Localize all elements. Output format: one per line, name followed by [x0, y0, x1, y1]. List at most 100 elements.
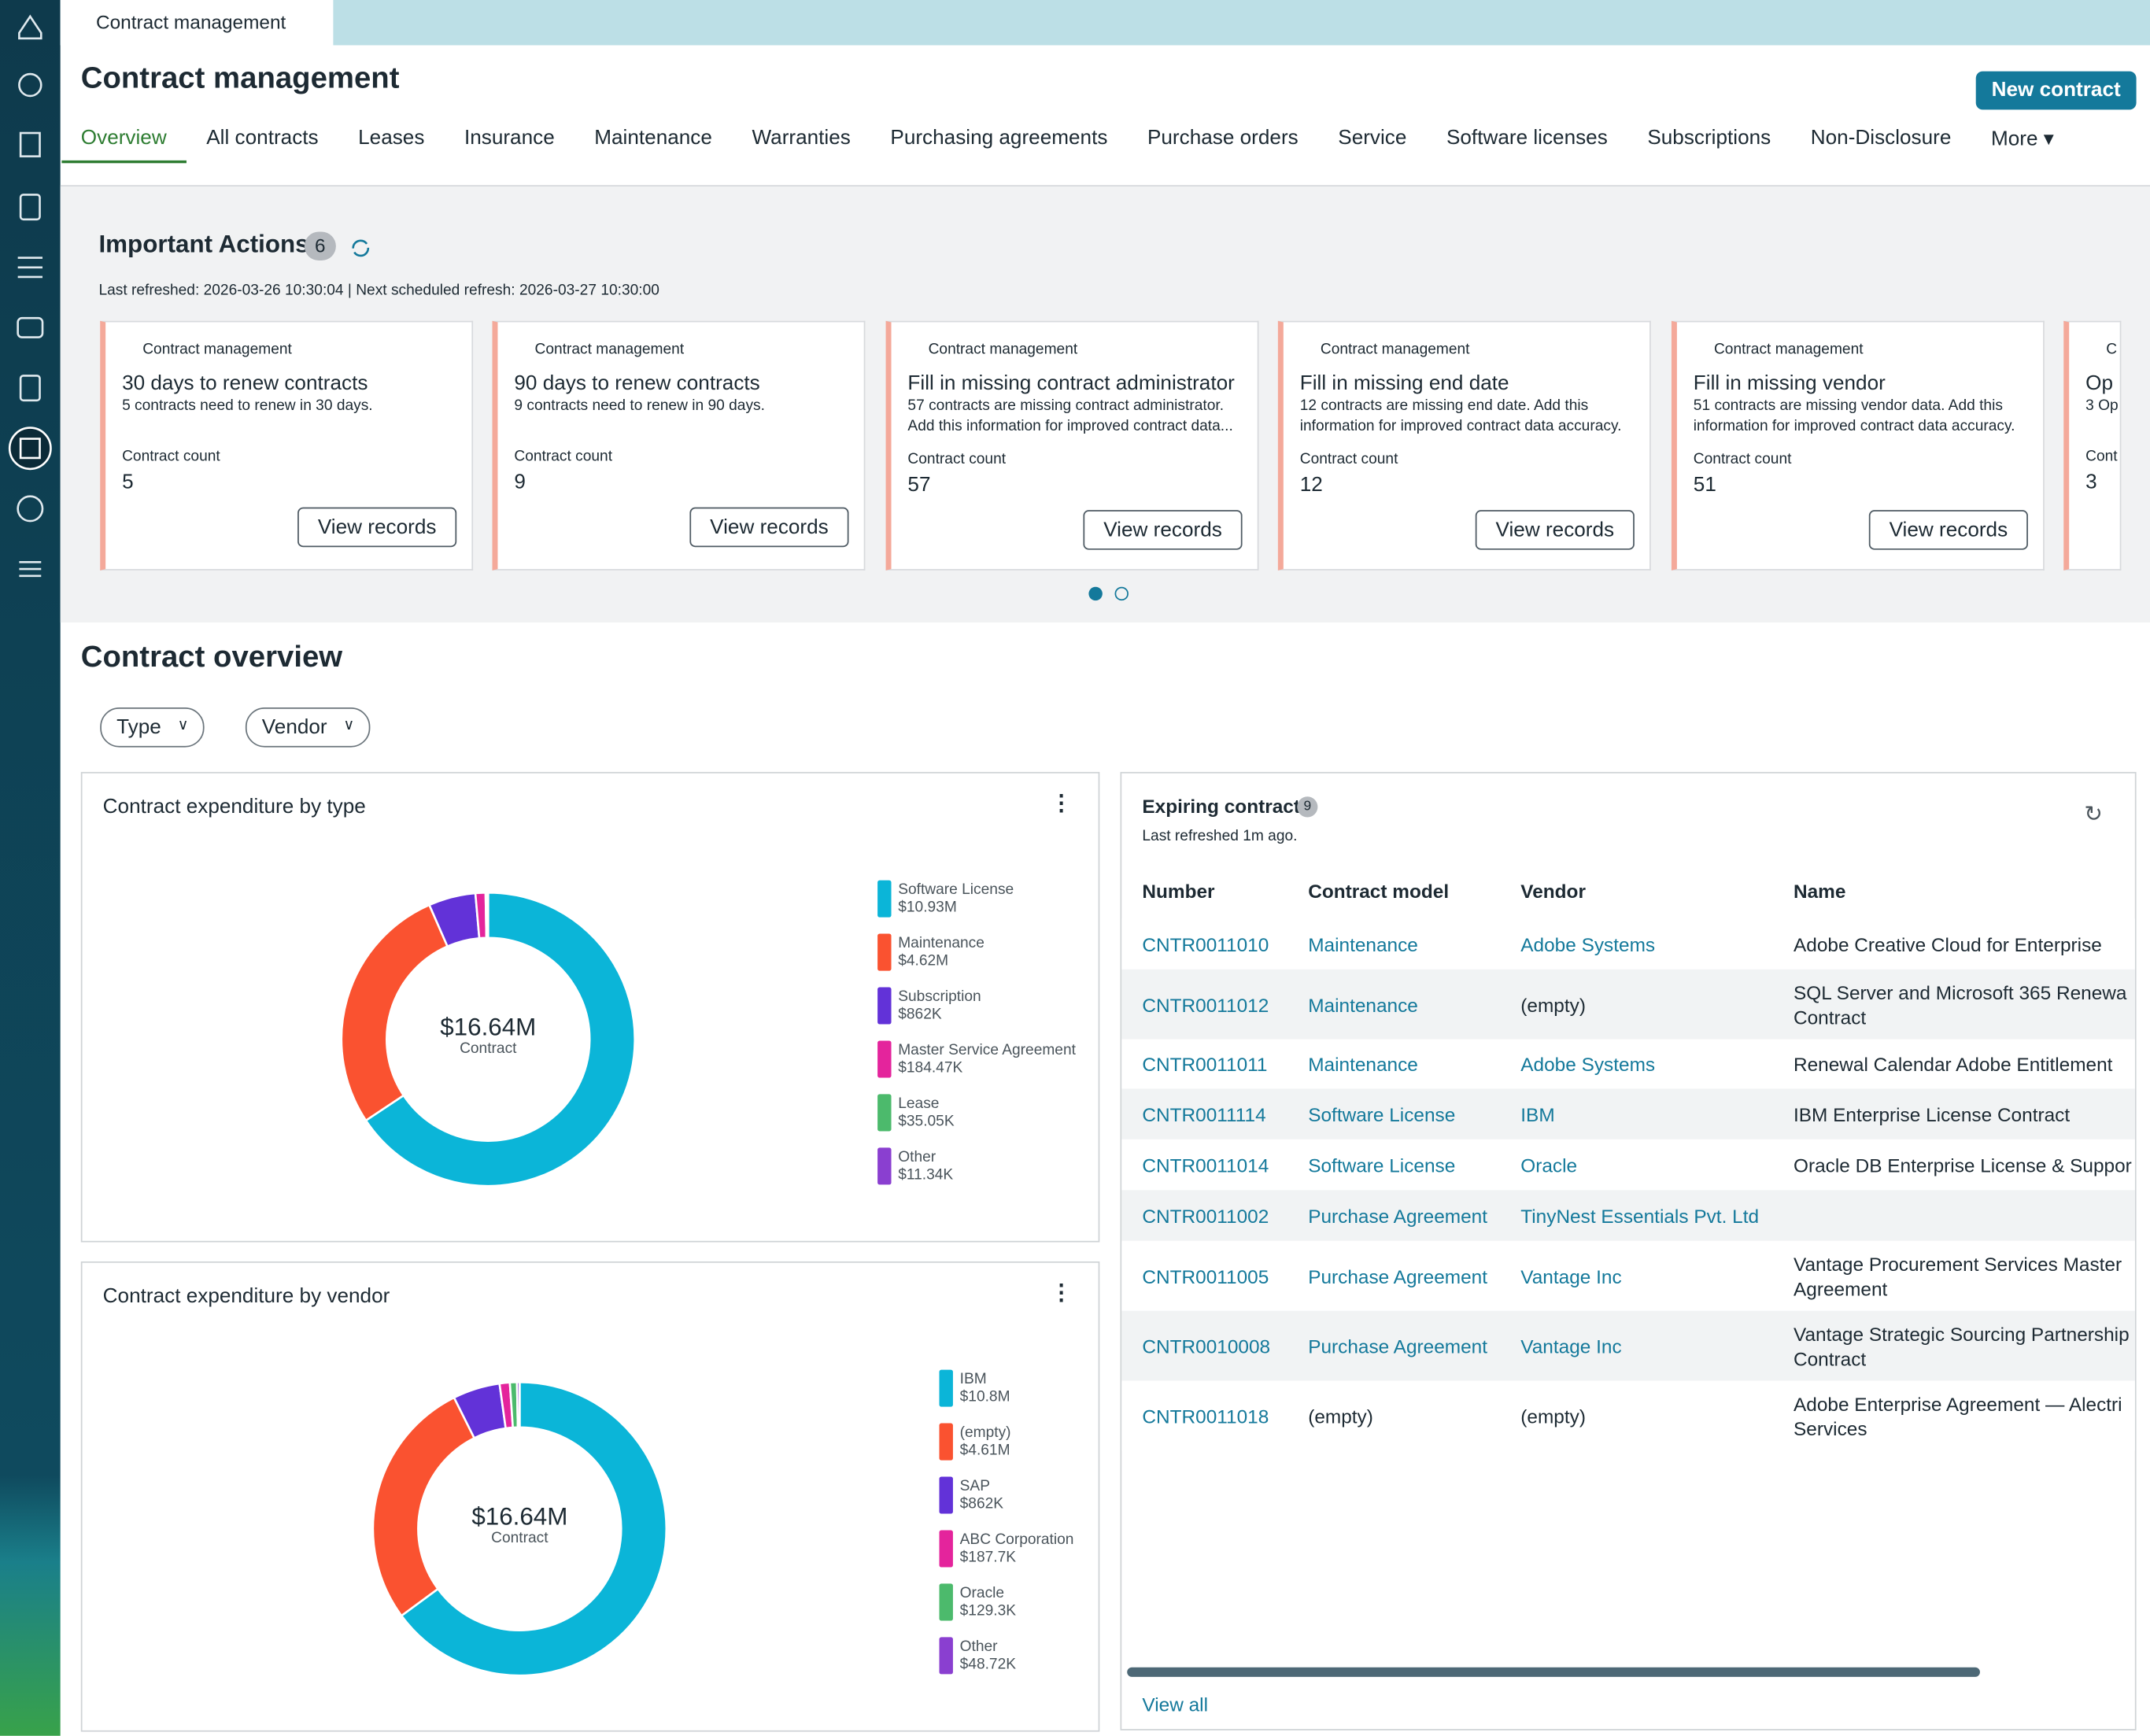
legend-label: Subscription — [898, 988, 981, 1005]
table-cell[interactable]: CNTR0011114 — [1142, 1103, 1266, 1125]
legend-value: $4.61M — [960, 1442, 1010, 1459]
legend-swatch — [939, 1423, 953, 1461]
card-desc: 51 contracts are missing vendor data. Ad… — [1693, 397, 2015, 435]
action-card: C Op 3 Op Cont 3 — [2063, 320, 2122, 571]
legend-label: ABC Corporation — [960, 1531, 1074, 1548]
count-label: Contract count — [122, 448, 220, 465]
tab-bar — [60, 0, 2150, 46]
view-records-button[interactable]: View records — [1475, 510, 1635, 550]
legend-label: Other — [898, 1149, 936, 1165]
view-records-button[interactable]: View records — [297, 507, 457, 548]
count-value: 51 — [1693, 473, 1716, 497]
legend-value: $10.93M — [898, 899, 957, 916]
table-cell[interactable]: Maintenance — [1308, 933, 1418, 955]
card-desc: 12 contracts are missing end date. Add t… — [1299, 397, 1622, 435]
table-cell[interactable]: Software License — [1308, 1103, 1456, 1125]
nav-tab[interactable]: Warranties — [752, 126, 851, 150]
table-cell[interactable]: Adobe Systems — [1520, 1053, 1656, 1076]
column-header: Number — [1142, 880, 1215, 903]
donut-chart: Software License$10.93M Maintenance $4.62M… — [340, 880, 1077, 1187]
legend-label: IBM — [960, 1371, 987, 1387]
table-row: CNTR0011018 (empty) (empty) Adobe Enterpris… — [1121, 1380, 2135, 1451]
table-cell[interactable]: CNTR0011011 — [1142, 1053, 1268, 1076]
table-row: CNTR0011005 Purchase Agreement Vantage Inc… — [1121, 1240, 2135, 1311]
donut-total: $16.64M — [471, 1502, 567, 1530]
card-source: Contract management — [142, 341, 292, 358]
menu-icon[interactable]: ⋮ — [1050, 792, 1073, 816]
nav-tab[interactable]: Insurance — [464, 126, 555, 150]
pager-dots[interactable] — [1086, 585, 1132, 604]
table-cell[interactable]: Oracle — [1520, 1154, 1578, 1176]
table-cell[interactable]: CNTR0011014 — [1142, 1154, 1269, 1176]
table-cell[interactable]: CNTR0010008 — [1142, 1335, 1271, 1357]
nav-tab[interactable]: More ▾ — [1990, 127, 2054, 151]
table-cell[interactable]: Maintenance — [1308, 993, 1418, 1016]
legend-label: (empty) — [960, 1424, 1011, 1441]
view-records-button[interactable]: View records — [1868, 510, 2028, 550]
action-card: Contract management Fill in missing vendo… — [1671, 320, 2045, 571]
table-cell[interactable]: CNTR0011010 — [1142, 933, 1269, 955]
legend-swatch — [939, 1476, 953, 1514]
card-source: Contract management — [1320, 341, 1470, 358]
legend-value: $4.62M — [898, 953, 948, 970]
table-cell[interactable]: Vantage Inc — [1520, 1335, 1622, 1357]
table-cell[interactable]: Purchase Agreement — [1308, 1265, 1488, 1287]
nav-tab[interactable]: Overview — [61, 126, 187, 164]
nav-tab[interactable]: Purchase orders — [1147, 126, 1298, 150]
table-cell[interactable]: CNTR0011012 — [1142, 993, 1269, 1016]
count-value: 3 — [2085, 470, 2097, 494]
view-records-button[interactable]: View records — [689, 507, 849, 548]
table-cell: (empty) — [1520, 993, 1586, 1016]
view-all-link[interactable]: View all — [1142, 1693, 1209, 1716]
table-cell: (empty) — [1308, 1405, 1373, 1427]
table-cell[interactable]: CNTR0011002 — [1142, 1204, 1269, 1227]
nav-tab[interactable]: Service — [1338, 126, 1407, 150]
nav-tab[interactable]: Leases — [358, 126, 425, 150]
browser-tab[interactable]: Contract management — [60, 0, 334, 46]
card-desc: 3 Op — [2085, 397, 2119, 415]
legend-label: Software License — [898, 881, 1014, 898]
table-row: CNTR0010008 Purchase Agreement Vantage Inc… — [1121, 1310, 2135, 1381]
refresh-icon[interactable]: ↻ — [2084, 803, 2103, 827]
legend-swatch — [939, 1583, 953, 1621]
legend-swatch — [877, 933, 892, 971]
nav-tab[interactable]: Maintenance — [594, 126, 712, 150]
card-title: Fill in missing vendor — [1693, 371, 1886, 395]
legend-value: $35.05K — [898, 1113, 955, 1129]
card-source: Contract management — [928, 341, 1078, 358]
legend-value: $11.34K — [898, 1166, 953, 1183]
menu-icon[interactable]: ⋮ — [1050, 1282, 1073, 1306]
nav-tab[interactable]: Software licenses — [1446, 126, 1608, 150]
table-cell[interactable]: TinyNest Essentials Pvt. Ltd — [1520, 1204, 1760, 1227]
view-records-button[interactable]: View records — [1083, 510, 1243, 550]
nav-tab[interactable]: Subscriptions — [1647, 126, 1771, 150]
table-cell[interactable]: Adobe Systems — [1520, 933, 1656, 955]
legend-value: $129.3K — [960, 1602, 1017, 1619]
table-cell[interactable]: Software License — [1308, 1154, 1456, 1176]
table-cell[interactable]: Maintenance — [1308, 1053, 1418, 1076]
filter-dropdown[interactable]: Type ∨ — [100, 707, 204, 748]
card-title: Fill in missing end date — [1299, 371, 1509, 395]
refresh-icon[interactable] — [349, 237, 371, 259]
scrollbar[interactable] — [1127, 1667, 1980, 1677]
nav-tab[interactable]: Non-Disclosure — [1810, 126, 1952, 150]
table-cell[interactable]: Vantage Inc — [1520, 1265, 1622, 1287]
table-cell[interactable]: CNTR0011005 — [1142, 1265, 1269, 1287]
nav-tab[interactable]: All contracts — [206, 126, 319, 150]
count-label: Contract count — [514, 448, 613, 465]
new-contract-button[interactable]: New contract — [1975, 71, 2137, 110]
legend-label: SAP — [960, 1478, 990, 1494]
nav-tab[interactable]: Purchasing agreements — [890, 126, 1108, 150]
table-cell[interactable]: CNTR0011018 — [1142, 1405, 1269, 1427]
filter-dropdown[interactable]: Vendor ∨ — [245, 707, 370, 748]
chart-panel: Contract expenditure by type ⋮ Software Li… — [80, 771, 1100, 1243]
sidebar-icons — [8, 14, 52, 578]
legend-label: Oracle — [960, 1585, 1004, 1601]
table-cell[interactable]: Purchase Agreement — [1308, 1204, 1488, 1227]
legend-label: Other — [960, 1638, 999, 1655]
legend-label: Lease — [898, 1095, 939, 1112]
table-cell[interactable]: Purchase Agreement — [1308, 1335, 1488, 1357]
chart-panel: Contract expenditure by vendor ⋮ IBM $10.8M… — [80, 1261, 1100, 1732]
legend-value: $184.47K — [898, 1060, 962, 1077]
table-cell[interactable]: IBM — [1520, 1103, 1555, 1125]
